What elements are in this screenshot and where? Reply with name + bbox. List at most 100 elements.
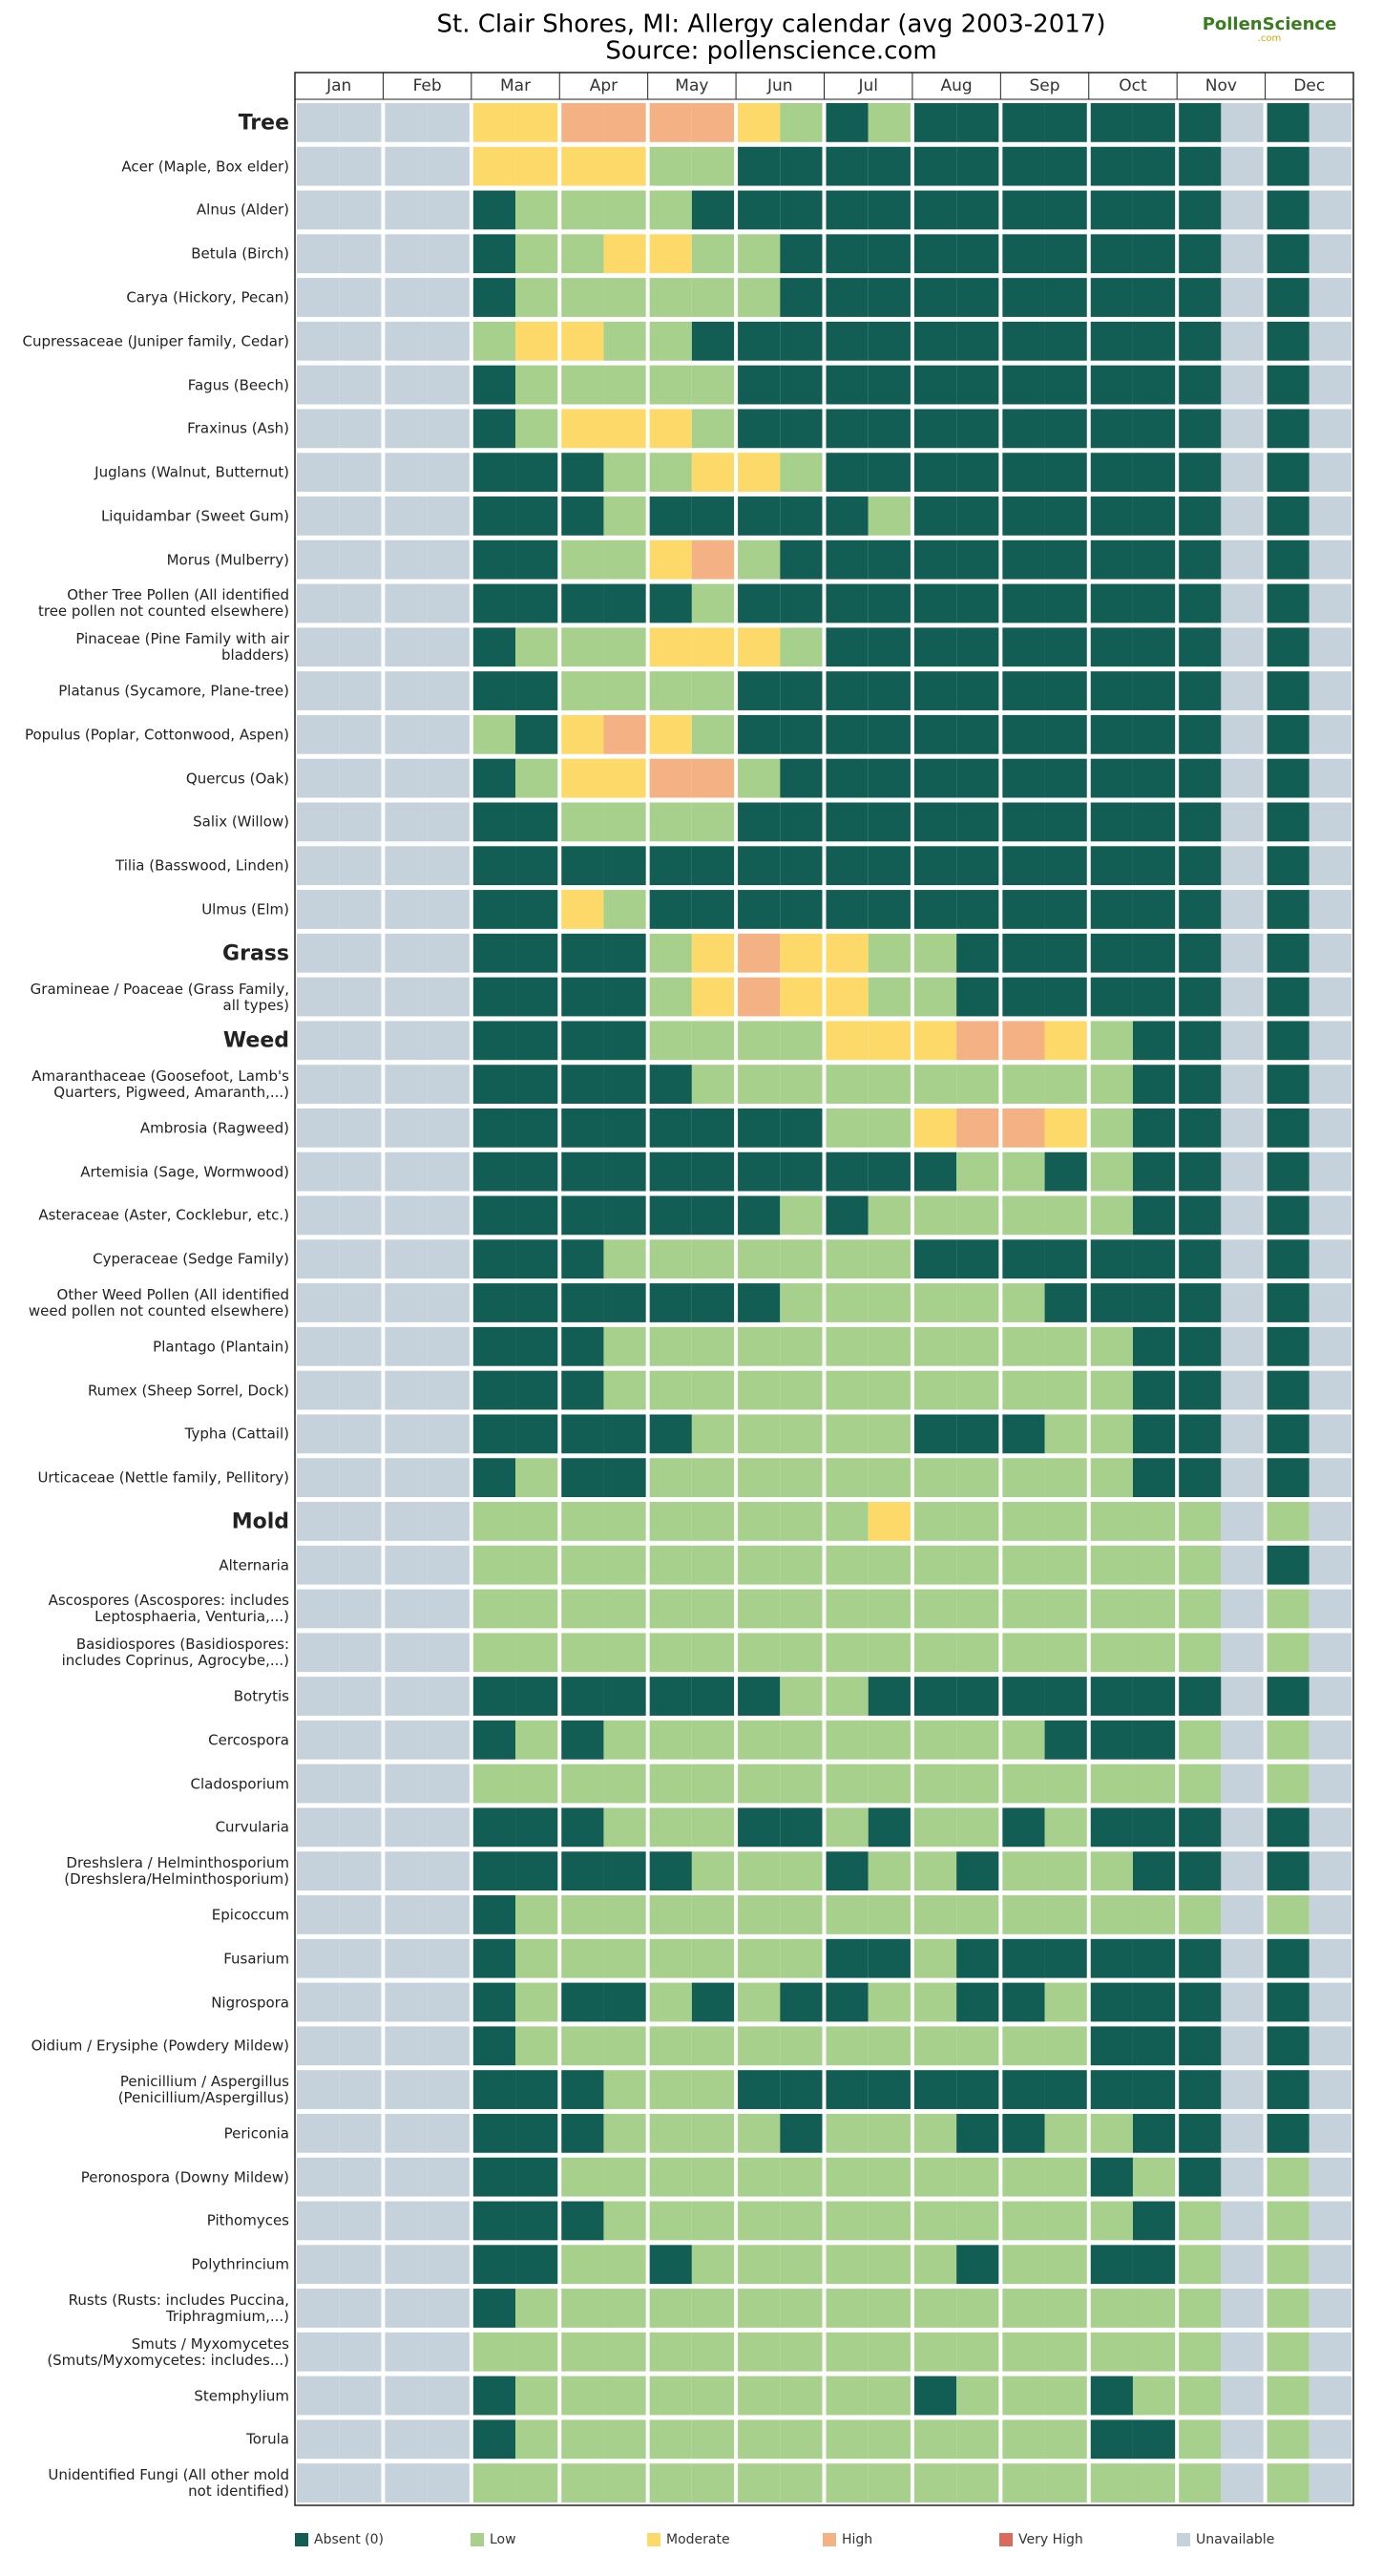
cell bbox=[1090, 1458, 1133, 1498]
row-label: Cupressaceae (Juniper family, Cedar) bbox=[22, 332, 289, 350]
cell bbox=[1044, 1065, 1087, 1104]
cell bbox=[1132, 2463, 1176, 2502]
cell bbox=[385, 2463, 428, 2502]
cell bbox=[868, 1633, 911, 1673]
cell bbox=[427, 321, 470, 361]
cell bbox=[385, 496, 428, 536]
month-label: Oct bbox=[1119, 76, 1147, 95]
cell bbox=[780, 1458, 823, 1498]
cell bbox=[1132, 1458, 1176, 1498]
cell bbox=[649, 539, 692, 580]
cell bbox=[956, 1982, 999, 2022]
cell bbox=[427, 583, 470, 623]
cell bbox=[1267, 365, 1310, 405]
cell bbox=[1132, 409, 1176, 449]
cell bbox=[1221, 1589, 1264, 1629]
cell bbox=[385, 2201, 428, 2241]
cell bbox=[738, 1895, 781, 1934]
cell bbox=[1002, 846, 1045, 886]
cell bbox=[868, 1239, 911, 1279]
cell bbox=[913, 496, 957, 536]
cell bbox=[1090, 1021, 1133, 1061]
cell bbox=[1221, 1239, 1264, 1279]
cell bbox=[1044, 409, 1087, 449]
cell bbox=[1090, 365, 1133, 405]
cell bbox=[1090, 1938, 1133, 1978]
row-label: Amaranthaceae (Goosefoot, Lamb's Quarter… bbox=[31, 1067, 289, 1102]
cell bbox=[691, 146, 735, 186]
cell bbox=[1267, 2070, 1310, 2109]
cell bbox=[297, 2375, 340, 2416]
cell bbox=[1179, 2332, 1222, 2372]
legend-label: High bbox=[842, 2532, 872, 2547]
cell bbox=[1044, 2026, 1087, 2066]
cell bbox=[868, 1458, 911, 1498]
cell bbox=[826, 671, 869, 710]
cell bbox=[913, 1414, 957, 1454]
cell bbox=[868, 583, 911, 623]
cell bbox=[472, 190, 516, 230]
cell bbox=[427, 1065, 470, 1104]
cell bbox=[780, 103, 823, 142]
cell bbox=[649, 2201, 692, 2241]
cell bbox=[1267, 2113, 1310, 2153]
cell bbox=[515, 977, 558, 1017]
cell bbox=[427, 2289, 470, 2328]
cell bbox=[956, 1108, 999, 1148]
cell bbox=[427, 190, 470, 230]
cell bbox=[826, 1502, 869, 1541]
cell bbox=[1221, 846, 1264, 886]
cell bbox=[561, 1589, 604, 1629]
cell bbox=[427, 2113, 470, 2153]
cell bbox=[339, 539, 382, 580]
month-label: Feb bbox=[413, 76, 442, 95]
cell bbox=[956, 933, 999, 973]
cell bbox=[1132, 2070, 1176, 2109]
cell bbox=[339, 1108, 382, 1148]
cell bbox=[515, 714, 558, 754]
cell bbox=[1132, 539, 1176, 580]
cell bbox=[1132, 2201, 1176, 2241]
cell bbox=[297, 1677, 340, 1716]
cell bbox=[561, 234, 604, 274]
cell bbox=[691, 977, 735, 1017]
cell bbox=[1179, 1589, 1222, 1629]
cell bbox=[515, 802, 558, 842]
cell bbox=[561, 933, 604, 973]
cell bbox=[561, 1414, 604, 1454]
chart-subtitle: Source: pollenscience.com bbox=[605, 37, 936, 66]
cell bbox=[956, 671, 999, 710]
cell bbox=[385, 234, 428, 274]
cell bbox=[385, 2070, 428, 2109]
cell bbox=[385, 2419, 428, 2460]
cell bbox=[1044, 321, 1087, 361]
cell bbox=[561, 1502, 604, 1541]
cell bbox=[956, 1633, 999, 1673]
row-label: Morus (Mulberry) bbox=[166, 551, 289, 569]
cell bbox=[1090, 1677, 1133, 1716]
cell bbox=[649, 846, 692, 886]
cell bbox=[868, 234, 911, 274]
cell bbox=[868, 1151, 911, 1192]
cell bbox=[339, 2113, 382, 2153]
cell bbox=[603, 1370, 646, 1410]
cell bbox=[738, 1108, 781, 1148]
cell bbox=[515, 539, 558, 580]
cell bbox=[1309, 758, 1352, 798]
cell bbox=[826, 1763, 869, 1804]
cell bbox=[1221, 2201, 1264, 2241]
cell bbox=[826, 1065, 869, 1104]
cell bbox=[956, 2375, 999, 2416]
cell bbox=[913, 1982, 957, 2022]
cell bbox=[691, 1807, 735, 1848]
cell bbox=[515, 1283, 558, 1322]
cell bbox=[1090, 1720, 1133, 1760]
cell bbox=[561, 890, 604, 929]
cell bbox=[1309, 977, 1352, 1017]
cell bbox=[780, 2463, 823, 2502]
cell bbox=[691, 321, 735, 361]
cell bbox=[1002, 1108, 1045, 1148]
cell bbox=[561, 409, 604, 449]
cell bbox=[738, 1677, 781, 1716]
